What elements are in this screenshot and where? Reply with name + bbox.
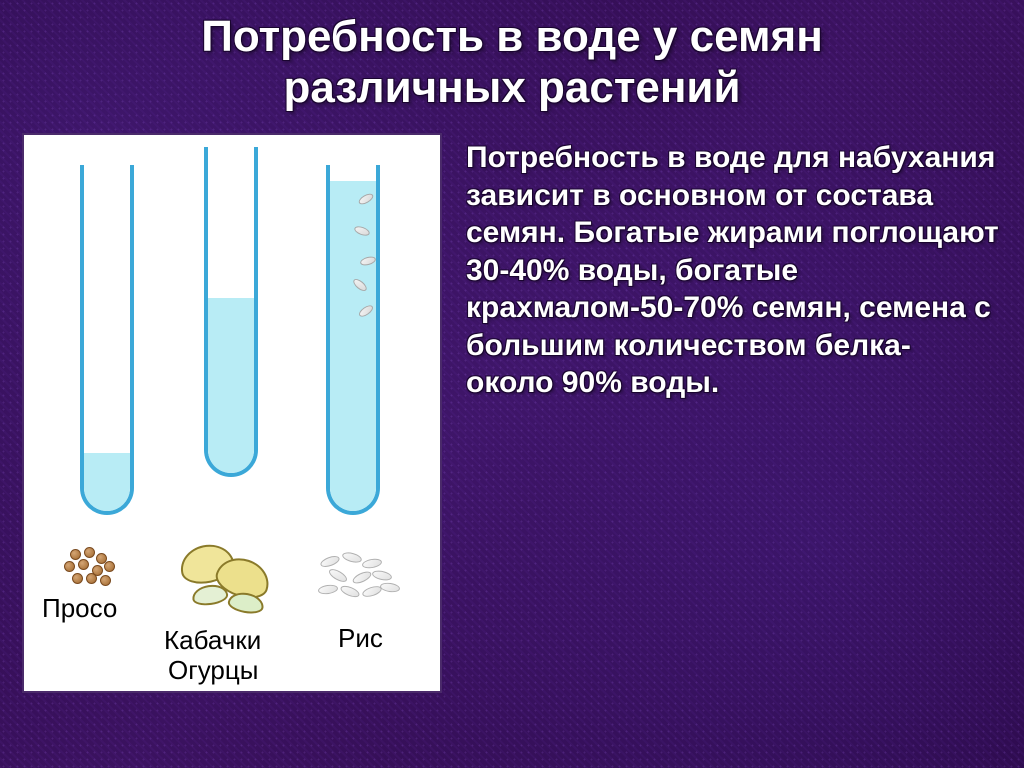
label-squash-2: Огурцы	[168, 655, 258, 686]
slide-title: Потребность в воде у семян различных рас…	[0, 0, 1024, 129]
tube-millet	[80, 165, 134, 515]
tube-squash	[204, 147, 258, 477]
test-tube-diagram: Просо Кабачки Огурцы Рис	[22, 133, 442, 693]
rice-seeds-icon	[314, 553, 404, 613]
body-paragraph: Потребность в воде для набухания зависит…	[466, 133, 1002, 693]
squash-seeds-icon	[174, 545, 284, 625]
tube-rice	[326, 165, 380, 515]
label-millet: Просо	[42, 593, 117, 624]
label-rice: Рис	[338, 623, 383, 654]
millet-seeds-icon	[62, 547, 122, 591]
title-line-2: различных растений	[283, 63, 740, 112]
water-level-squash	[208, 298, 254, 473]
label-squash-1: Кабачки	[164, 625, 261, 656]
title-line-1: Потребность в воде у семян	[201, 12, 823, 61]
content-row: Просо Кабачки Огурцы Рис Потребность в в…	[0, 129, 1024, 693]
water-level-millet	[84, 453, 130, 511]
